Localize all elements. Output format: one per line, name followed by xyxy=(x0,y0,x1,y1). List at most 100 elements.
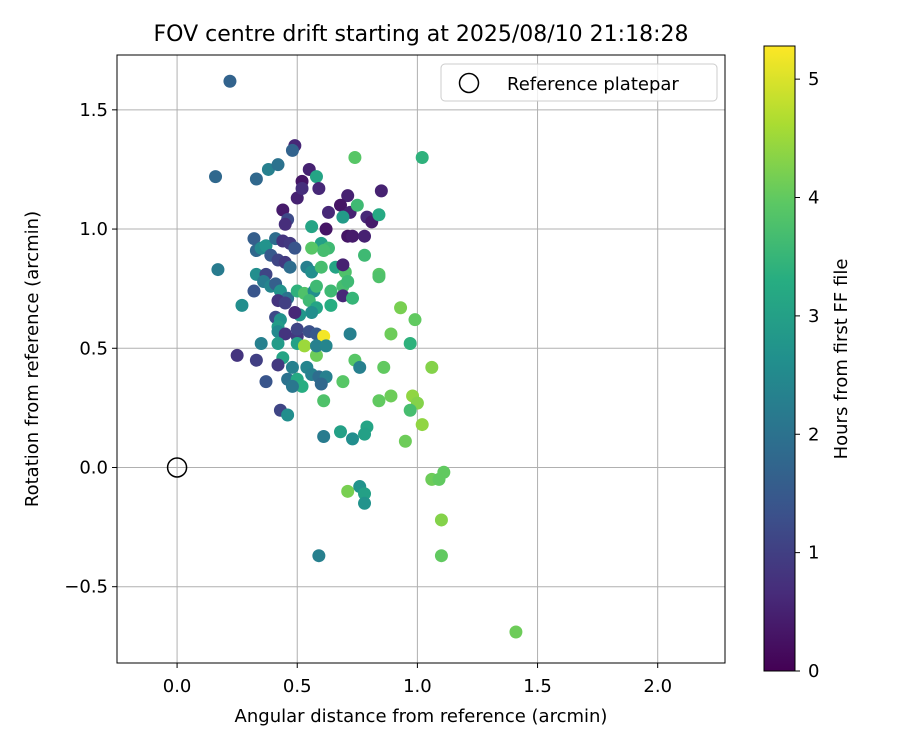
scatter-point xyxy=(358,248,372,262)
colorbar-frame xyxy=(763,45,796,672)
scatter-point xyxy=(211,263,225,277)
scatter-point xyxy=(384,327,398,341)
colorbar-tick-label: 3 xyxy=(808,306,819,327)
scatter-point xyxy=(415,151,429,165)
scatter-point xyxy=(295,182,309,196)
x-tick-label: 2.0 xyxy=(643,676,672,697)
scatter-point xyxy=(321,205,335,219)
scatter-point xyxy=(341,189,355,203)
scatter-point xyxy=(247,284,261,298)
scatter-point xyxy=(317,429,331,443)
scatter-point xyxy=(348,151,362,165)
scatter-point xyxy=(283,260,297,274)
legend-entry-reference: Reference platepar xyxy=(507,74,679,95)
scatter-point xyxy=(358,229,372,243)
scatter-point xyxy=(230,348,244,362)
scatter-point xyxy=(434,513,448,527)
scatter-point xyxy=(312,549,326,563)
chart-title: FOV centre drift starting at 2025/08/10 … xyxy=(154,22,689,47)
colorbar-tick-label: 5 xyxy=(808,69,819,90)
colorbar-tick-label: 1 xyxy=(808,543,819,564)
scatter-point xyxy=(425,360,439,374)
scatter-point xyxy=(223,74,237,88)
scatter-point xyxy=(285,360,299,374)
reference-platepar-marker xyxy=(166,457,188,478)
y-axis-label: Rotation from reference (arcmin) xyxy=(22,211,43,507)
scatter-point xyxy=(358,427,372,441)
colorbar-label: Hours from first FF file xyxy=(831,259,852,460)
scatter-point xyxy=(341,275,355,289)
scatter-point xyxy=(398,434,412,448)
scatter-point xyxy=(372,394,386,408)
scatter-points xyxy=(166,74,523,639)
scatter-point xyxy=(358,487,372,501)
scatter-point xyxy=(353,360,367,374)
scatter-point xyxy=(317,394,331,408)
scatter-point xyxy=(408,313,422,327)
scatter-point xyxy=(305,265,319,279)
scatter-point xyxy=(290,322,304,336)
colorbar-tick-label: 4 xyxy=(808,188,819,209)
scatter-point xyxy=(288,241,302,255)
scatter-point xyxy=(312,182,326,196)
scatter-point xyxy=(288,306,302,320)
y-tick-label: 0.5 xyxy=(79,338,108,359)
scatter-point xyxy=(249,353,263,367)
scatter-point xyxy=(305,306,319,320)
scatter-point xyxy=(297,339,311,353)
y-tick-label: 1.5 xyxy=(79,100,108,121)
colorbar-tick-label: 2 xyxy=(808,424,819,445)
scatter-point xyxy=(324,298,338,312)
axis-ticks: 0.0 0.5 1.0 1.5 2.0 −0.5 0.0 0.5 1.0 1.5 xyxy=(64,100,672,697)
x-tick-label: 1.0 xyxy=(403,676,432,697)
legend: Reference platepar xyxy=(440,63,718,102)
scatter-point xyxy=(333,425,347,439)
scatter-point xyxy=(309,170,323,184)
scatter-point xyxy=(209,170,223,184)
y-tick-label: 0.0 xyxy=(79,457,108,478)
colorbar xyxy=(764,46,795,671)
scatter-point xyxy=(285,143,299,157)
scatter-point xyxy=(350,198,364,212)
scatter-point xyxy=(249,172,263,186)
scatter-point xyxy=(434,549,448,563)
scatter-point xyxy=(343,327,357,341)
scatter-point xyxy=(278,296,292,310)
scatter-point xyxy=(309,348,323,362)
scatter-point xyxy=(317,244,331,258)
scatter-point xyxy=(374,184,388,198)
scatter-point xyxy=(336,375,350,389)
scatter-point xyxy=(271,158,285,172)
scatter-point xyxy=(278,217,292,231)
scatter-point xyxy=(305,241,319,255)
scatter-point xyxy=(432,472,446,486)
scatter-point xyxy=(509,625,523,639)
legend-marker-reference xyxy=(458,72,480,94)
scatter-point xyxy=(403,403,417,417)
scatter-point xyxy=(346,291,360,305)
scatter-point xyxy=(254,337,268,351)
scatter-point xyxy=(394,301,408,315)
grid xyxy=(117,55,725,663)
scatter-point xyxy=(377,360,391,374)
scatter-point xyxy=(309,339,323,353)
x-tick-label: 1.5 xyxy=(523,676,552,697)
scatter-point xyxy=(319,339,333,353)
scatter-point xyxy=(314,260,328,274)
legend-box xyxy=(440,63,718,102)
scatter-point xyxy=(358,496,372,510)
scatter-point xyxy=(324,284,338,298)
scatter-point xyxy=(336,210,350,224)
y-tick-label: −0.5 xyxy=(64,577,108,598)
x-tick-label: 0.0 xyxy=(163,676,192,697)
scatter-point xyxy=(235,298,249,312)
colorbar-tick-label: 0 xyxy=(808,661,819,682)
scatter-point xyxy=(261,162,275,176)
scatter-point xyxy=(372,208,386,222)
scatter-point xyxy=(285,379,299,393)
scatter-point xyxy=(259,375,273,389)
scatter-point xyxy=(278,327,292,341)
scatter-point xyxy=(319,222,333,236)
scatter-point xyxy=(346,229,360,243)
scatter-point xyxy=(341,484,355,498)
